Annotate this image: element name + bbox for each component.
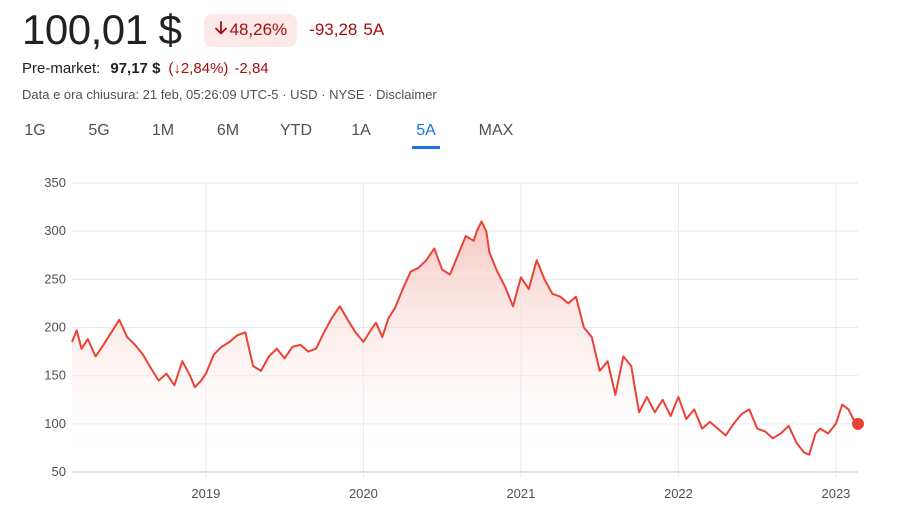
x-tick-label: 2019 (191, 486, 220, 501)
premarket-absolute: -2,84 (234, 60, 269, 77)
tab-6m[interactable]: 6M (216, 122, 240, 139)
range-tabs: 1G 5G 1M 6M YTD 1A 5A MAX (22, 120, 516, 149)
y-tick-label: 100 (44, 416, 66, 431)
currency: USD (290, 87, 318, 102)
tab-5a[interactable]: 5A (412, 120, 440, 149)
exchange: NYSE (329, 87, 365, 102)
x-axis-labels: 2019 2020 2021 2022 2023 (191, 486, 850, 501)
tab-1g[interactable]: 1G (24, 122, 46, 139)
x-tick-label: 2020 (349, 486, 378, 501)
price-chart[interactable]: 50 100 150 200 250 300 350 2019 2020 2021 2022 202… (0, 170, 900, 520)
x-tick-label: 2021 (506, 486, 535, 501)
x-tick-label: 2023 (821, 486, 850, 501)
price-area-fill (72, 221, 858, 472)
last-price-dot (852, 417, 864, 430)
change-percent-value: 48,26% (229, 20, 288, 39)
disclaimer-link[interactable]: Disclaimer (376, 87, 437, 102)
quote-meta: Data e ora chiusura: 21 feb, 05:26:09 UT… (22, 87, 437, 102)
y-tick-label: 250 (44, 271, 66, 286)
tab-1m[interactable]: 1M (151, 122, 175, 139)
change-percent-badge: 48,26% (203, 13, 298, 47)
meta-separator: · (317, 87, 330, 102)
close-datetime: Data e ora chiusura: 21 feb, 05:26:09 UT… (22, 87, 279, 102)
premarket-price: 97,17 $ (110, 60, 161, 77)
meta-separator: · (364, 87, 377, 102)
y-axis-labels: 50 100 150 200 250 300 350 (44, 175, 66, 479)
premarket-label: Pre-market: (22, 60, 101, 77)
y-tick-label: 150 (44, 368, 66, 383)
price-header: 100,01 $ 48,26% -93,28 5A (22, 4, 384, 56)
tab-1a[interactable]: 1A (351, 122, 371, 139)
meta-separator: · (278, 87, 291, 102)
y-tick-label: 350 (44, 175, 66, 190)
change-absolute: -93,28 (309, 20, 358, 39)
y-tick-label: 50 (52, 464, 66, 479)
arrow-down-icon (214, 20, 228, 41)
y-tick-label: 300 (44, 223, 66, 238)
tab-ytd[interactable]: YTD (280, 122, 312, 139)
price-line (71, 220, 859, 456)
premarket-percent: (↓2,84%) (168, 60, 229, 77)
x-tick-label: 2022 (664, 486, 693, 501)
premarket-row: Pre-market: 97,17 $ (↓2,84%) -2,84 (22, 60, 269, 77)
y-tick-label: 200 (44, 320, 66, 335)
tab-max[interactable]: MAX (478, 122, 514, 139)
tab-5g[interactable]: 5G (88, 122, 110, 139)
current-price: 100,01 $ (22, 6, 182, 53)
change-period: 5A (363, 20, 385, 39)
